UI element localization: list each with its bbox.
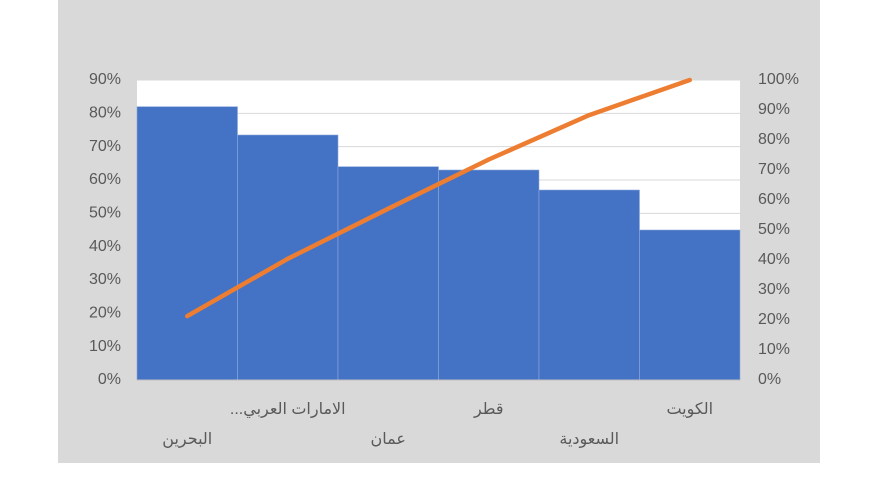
y-tick-label: 90% (89, 71, 121, 88)
y2-tick-label: 60% (758, 191, 790, 208)
y2-tick-label: 80% (758, 131, 790, 148)
y2-tick-label: 50% (758, 221, 790, 238)
y2-tick-label: 40% (758, 251, 790, 268)
y2-tick-label: 100% (758, 71, 799, 88)
y-tick-label: 60% (89, 171, 121, 188)
bar (337, 166, 439, 381)
bar (538, 189, 640, 381)
y-tick-label: 20% (89, 305, 121, 322)
y2-tick-label: 70% (758, 161, 790, 178)
x-tick-label: الكويت (666, 401, 713, 419)
y-tick-label: 70% (89, 138, 121, 155)
x-tick-label: عمان (371, 431, 406, 448)
x-tick-label: البحرين (162, 431, 212, 449)
y2-tick-label: 30% (758, 281, 790, 298)
y2-tick-label: 90% (758, 101, 790, 118)
y-tick-label: 30% (89, 271, 121, 288)
y-tick-label: 0% (98, 371, 121, 388)
y2-tick-label: 10% (758, 341, 790, 358)
y-tick-label: 10% (89, 338, 121, 355)
x-tick-label: السعودية (559, 431, 619, 449)
bar (639, 229, 741, 381)
y-tick-label: 40% (89, 238, 121, 255)
y2-tick-label: 0% (758, 371, 781, 388)
x-tick-label: قطر (473, 401, 504, 419)
y-tick-label: 80% (89, 105, 121, 122)
x-tick-label: الامارات العربي... (230, 401, 346, 419)
bar (136, 106, 238, 381)
y2-tick-label: 20% (758, 311, 790, 328)
cumulative-line (185, 77, 692, 319)
y-tick-label: 50% (89, 205, 121, 222)
bar (438, 169, 540, 381)
